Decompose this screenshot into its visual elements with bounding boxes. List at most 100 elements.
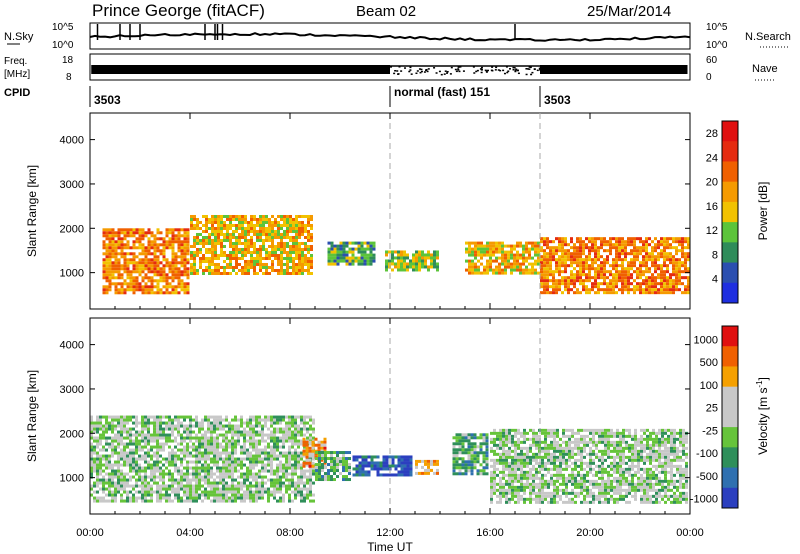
echo-cell bbox=[135, 448, 138, 452]
echo-cell bbox=[309, 484, 312, 488]
echo-cell bbox=[505, 464, 508, 468]
echo-cell bbox=[280, 226, 283, 230]
echo-cell bbox=[547, 494, 550, 498]
echo-cell bbox=[490, 485, 493, 489]
echo-cell bbox=[177, 493, 180, 497]
echo-cell bbox=[543, 288, 546, 292]
echo-cell bbox=[320, 440, 324, 444]
echo-cell bbox=[660, 282, 663, 286]
echo-cell bbox=[183, 490, 186, 494]
echo-cell bbox=[397, 262, 400, 266]
echo-cell bbox=[153, 481, 156, 485]
echo-cell bbox=[288, 454, 291, 458]
echo-cell bbox=[433, 259, 436, 263]
echo-cell bbox=[238, 220, 241, 224]
colorbar-segment bbox=[722, 262, 738, 284]
echo-cell bbox=[687, 285, 690, 289]
echo-cell bbox=[204, 463, 207, 467]
echo-cell bbox=[490, 458, 493, 462]
echo-cell bbox=[529, 473, 532, 477]
echo-cell bbox=[292, 250, 295, 254]
echo-cell bbox=[391, 262, 394, 266]
echo-cell bbox=[336, 466, 339, 470]
echo-cell bbox=[513, 259, 516, 263]
echo-cell bbox=[427, 256, 430, 260]
echo-cell bbox=[165, 288, 169, 292]
echo-cell bbox=[295, 262, 298, 266]
echo-cell bbox=[489, 253, 492, 257]
echo-cell bbox=[430, 459, 433, 463]
echo-cell bbox=[231, 481, 234, 485]
echo-cell bbox=[171, 291, 175, 295]
echo-cell bbox=[511, 494, 514, 498]
echo-cell bbox=[520, 458, 523, 462]
echo-cell bbox=[102, 445, 105, 449]
echo-cell bbox=[117, 418, 120, 422]
echo-cell bbox=[672, 237, 675, 241]
echo-cell bbox=[186, 267, 190, 271]
nsearch-label: N.Search bbox=[745, 31, 791, 43]
echo-cell bbox=[549, 267, 552, 271]
echo-cell bbox=[576, 252, 579, 256]
echo-cell bbox=[111, 267, 115, 271]
echo-cell bbox=[514, 428, 517, 432]
echo-cell bbox=[654, 258, 657, 262]
echo-cell bbox=[177, 285, 181, 289]
echo-cell bbox=[579, 261, 582, 265]
cpid-label: CPID bbox=[4, 87, 30, 99]
echo-cell bbox=[174, 481, 177, 485]
echo-cell bbox=[561, 255, 564, 259]
echo-cell bbox=[196, 220, 199, 224]
echo-cell bbox=[159, 261, 163, 265]
echo-cell bbox=[111, 240, 115, 244]
echo-cell bbox=[141, 421, 144, 425]
echo-cell bbox=[225, 466, 228, 470]
echo-cell bbox=[510, 265, 513, 269]
echo-cell bbox=[552, 291, 555, 295]
echo-cell bbox=[211, 226, 214, 230]
echo-cell bbox=[336, 247, 340, 251]
echo-cell bbox=[126, 460, 129, 464]
echo-cell bbox=[276, 466, 279, 470]
echo-cell bbox=[180, 246, 184, 250]
echo-cell bbox=[262, 214, 265, 218]
echo-cell bbox=[171, 484, 174, 488]
echo-cell bbox=[474, 247, 477, 251]
echo-cell bbox=[240, 484, 243, 488]
echo-cell bbox=[229, 232, 232, 236]
echo-cell bbox=[433, 265, 436, 269]
echo-cell bbox=[318, 457, 321, 461]
echo-cell bbox=[286, 265, 289, 269]
echo-cell bbox=[250, 226, 253, 230]
echo-cell bbox=[307, 268, 310, 272]
echo-cell bbox=[129, 427, 132, 431]
echo-cell bbox=[256, 250, 259, 254]
echo-cell bbox=[529, 470, 532, 474]
echo-cell bbox=[168, 231, 172, 235]
echo-cell bbox=[498, 241, 501, 245]
echo-cell bbox=[153, 273, 157, 277]
freq-dot bbox=[507, 70, 510, 72]
echo-cell bbox=[300, 457, 303, 461]
echo-cell bbox=[235, 271, 238, 275]
echo-cell bbox=[150, 288, 154, 292]
echo-cell bbox=[321, 457, 324, 461]
echo-cell bbox=[186, 442, 189, 446]
echo-cell bbox=[323, 446, 327, 450]
echo-cell bbox=[567, 243, 570, 247]
echo-cell bbox=[258, 460, 261, 464]
echo-cell bbox=[222, 469, 225, 473]
echo-cell bbox=[192, 445, 195, 449]
echo-cell bbox=[235, 235, 238, 239]
echo-cell bbox=[238, 226, 241, 230]
echo-cell bbox=[205, 226, 208, 230]
echo-cell bbox=[538, 443, 541, 447]
echo-cell bbox=[555, 252, 558, 256]
echo-cell bbox=[312, 499, 315, 503]
echo-cell bbox=[531, 262, 534, 266]
echo-cell bbox=[555, 282, 558, 286]
echo-cell bbox=[367, 470, 371, 474]
echo-cell bbox=[339, 259, 343, 263]
echo-cell bbox=[144, 282, 148, 286]
echo-cell bbox=[199, 232, 202, 236]
